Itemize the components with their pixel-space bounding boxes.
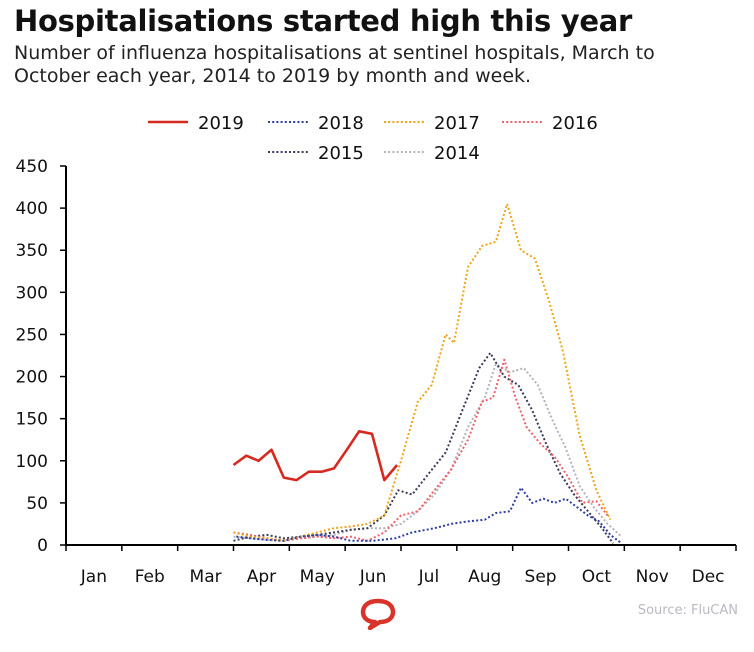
- x-tick-label: Nov: [636, 567, 669, 587]
- x-tick-label: Feb: [135, 567, 165, 587]
- y-tick-label: 450: [16, 157, 48, 177]
- legend-item-2015: 2015: [268, 143, 364, 164]
- y-tick-label: 0: [37, 536, 48, 556]
- legend-label: 2019: [198, 113, 244, 134]
- legend-label: 2015: [318, 143, 364, 164]
- legend-item-2014: 2014: [384, 143, 480, 164]
- legend-label: 2014: [434, 143, 480, 164]
- x-tick-label: Oct: [582, 567, 612, 587]
- y-tick-label: 200: [16, 368, 48, 388]
- legend-label: 2017: [434, 113, 480, 134]
- legend-item-2017: 2017: [384, 113, 480, 134]
- legend-label: 2016: [552, 113, 598, 134]
- x-tick-label: Aug: [468, 567, 501, 587]
- x-tick-label: Apr: [247, 567, 276, 587]
- series-line-2015: [233, 352, 615, 544]
- series-line-2019: [232, 429, 399, 482]
- legend: 2019 2018 2017 2016 2015 2014: [148, 113, 598, 164]
- legend-item-2018: 2018: [268, 113, 364, 134]
- speech-bubble-logo-icon: [360, 598, 396, 630]
- y-tick-label: 400: [16, 199, 48, 219]
- chart-title: Hospitalisations started high this year: [14, 4, 633, 38]
- series-line-2016: [233, 358, 609, 542]
- legend-item-2016: 2016: [502, 113, 598, 134]
- x-tick-label: Sep: [525, 567, 557, 587]
- y-tick-label: 300: [16, 283, 48, 303]
- axes: 0 50 100 150 200 250 300 350 400 450 Jan Feb Mar Apr M…: [16, 157, 737, 587]
- x-tick-label: Mar: [190, 567, 222, 587]
- y-tick-label: 350: [16, 241, 48, 261]
- series-line-2018: [236, 486, 623, 545]
- chart-subtitle: Number of influenza hospitalisations at …: [14, 42, 655, 87]
- y-tick-label: 150: [16, 410, 48, 430]
- x-tick-label: Jun: [359, 567, 387, 587]
- x-tick-label: May: [300, 567, 335, 587]
- legend-item-2019: 2019: [148, 113, 244, 134]
- x-tick-label: Jan: [80, 567, 107, 587]
- plot-area: [232, 202, 623, 545]
- legend-label: 2018: [318, 113, 364, 134]
- y-tick-label: 250: [16, 325, 48, 345]
- line-chart: 2019 2018 2017 2016 2015 2014 0 50 100 150 200 250…: [16, 113, 737, 587]
- source-note: Source: FluCAN: [637, 603, 738, 618]
- x-tick-label: Dec: [692, 567, 725, 587]
- y-tick-label: 100: [16, 452, 48, 472]
- x-tick-label: Jul: [418, 567, 440, 587]
- series-line-2014: [233, 362, 623, 542]
- series-line-2017: [233, 202, 612, 542]
- y-tick-label: 50: [26, 494, 48, 514]
